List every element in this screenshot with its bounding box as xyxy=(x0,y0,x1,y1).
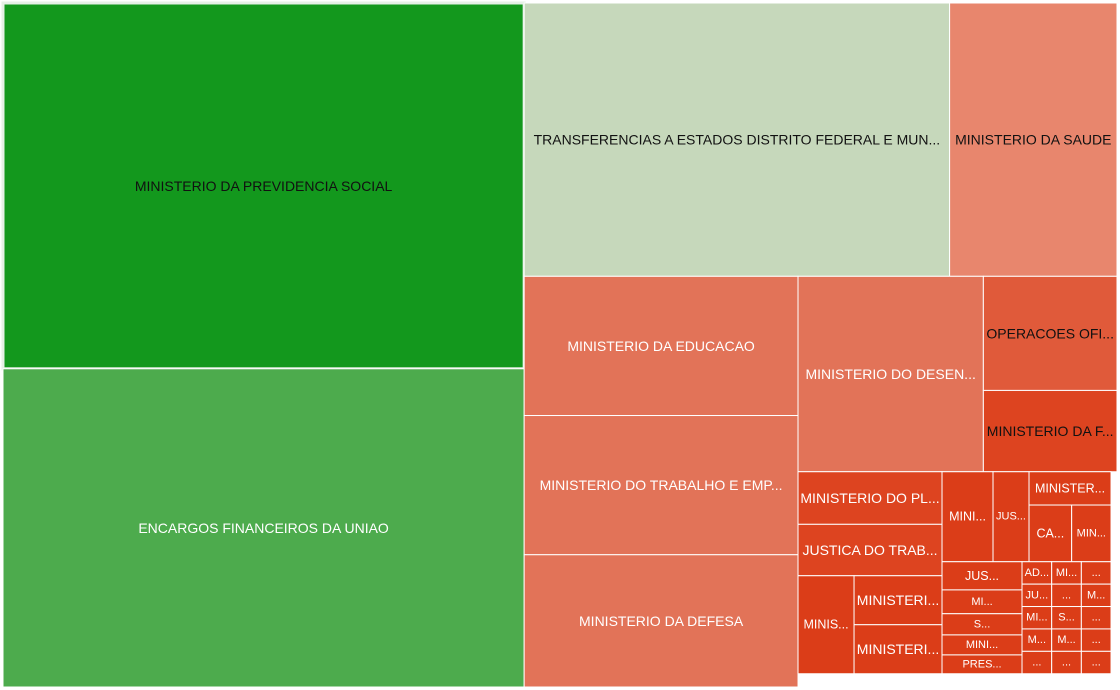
treemap-cell-label: JUS... xyxy=(996,511,1026,523)
treemap-cell-ministerio-do-pl-10[interactable]: MINISTERIO DO PL... xyxy=(797,471,943,525)
treemap-cell-rect xyxy=(1080,650,1112,675)
treemap-cell-rect xyxy=(2,368,525,688)
treemap-cell-rect xyxy=(992,471,1030,563)
treemap-cell-mini-27[interactable]: MI... xyxy=(1021,606,1053,630)
treemap-cell-label: AD... xyxy=(1025,567,1049,579)
treemap-cell-cell-34[interactable]: ... xyxy=(1051,650,1082,675)
treemap-cell-ministerio-da-fa-9[interactable]: MINISTERIO DA F... xyxy=(982,389,1118,473)
treemap-cell-ministerio-da-saude-3[interactable]: MINISTERIO DA SAUDE xyxy=(949,2,1118,277)
treemap-cell-label: ... xyxy=(1092,567,1101,579)
treemap-cell-s-32[interactable]: S... xyxy=(1051,606,1082,630)
treemap-cell-label: PRES... xyxy=(962,658,1001,670)
treemap-cell-ministerio-da-defesa-6[interactable]: MINISTERIO DA DEFESA xyxy=(523,554,799,688)
treemap-cell-rect xyxy=(941,561,1023,591)
treemap-cell-label: ... xyxy=(1062,589,1071,601)
treemap-cell-label: ... xyxy=(1062,657,1071,669)
treemap-cell-cell-31[interactable]: ... xyxy=(1051,583,1082,608)
treemap-cell-mi-21[interactable]: MI... xyxy=(941,589,1023,615)
treemap-cell-mini-23[interactable]: MINI... xyxy=(941,634,1023,656)
treemap-cell-encargos-financeiros-da-uniao-1[interactable]: ENCARGOS FINANCEIROS DA UNIAO xyxy=(2,368,525,688)
treemap-cell-jus-20[interactable]: JUS... xyxy=(941,561,1023,591)
treemap-cell-label: ... xyxy=(1092,657,1101,669)
treemap-cell-ministeri-18[interactable]: MINISTERI... xyxy=(853,624,943,675)
treemap-cell-mini-30[interactable]: MI... xyxy=(1051,561,1082,585)
treemap-cell-s-22[interactable]: S... xyxy=(941,613,1023,636)
treemap-cell-ministerio-da-previdencia-social-0[interactable]: MINISTERIO DA PREVIDENCIA SOCIAL xyxy=(1,1,526,371)
treemap-cell-label: S... xyxy=(1058,612,1075,624)
treemap-cell-label: ... xyxy=(1092,612,1101,624)
treemap-cell-label: MINI... xyxy=(949,510,986,524)
treemap-cell-label: MINISTER... xyxy=(1035,481,1105,495)
treemap-cell-label: M... xyxy=(1087,589,1105,601)
treemap-cell-label: S... xyxy=(974,618,991,630)
treemap-cell-label: MINISTERIO DA F... xyxy=(987,423,1114,439)
treemap-cell-rect xyxy=(949,2,1118,277)
treemap-cell-rect xyxy=(1071,504,1112,563)
treemap-cell-rect xyxy=(523,415,799,556)
treemap-cell-rect xyxy=(523,2,951,277)
treemap-cell-label: MINISTERIO DO DESEN... xyxy=(806,366,976,382)
treemap-cell-ca-15[interactable]: CA... xyxy=(1028,504,1073,563)
treemap-cell-label: MINISTERI... xyxy=(857,641,939,657)
treemap-cell-adv-25[interactable]: AD... xyxy=(1021,561,1053,585)
treemap-cell-label: OPERACOES OFI... xyxy=(986,325,1114,341)
treemap-cell-rect xyxy=(797,523,943,577)
treemap-cell-label: JUSTICA DO TRAB... xyxy=(802,542,937,558)
treemap-cell-minis-19[interactable]: MINIS... xyxy=(797,575,855,675)
treemap-cell-label: ... xyxy=(1032,657,1041,669)
treemap-cell-justica-do-trab-11[interactable]: JUSTICA DO TRAB... xyxy=(797,523,943,577)
treemap-cell-label: MINISTERIO DO PL... xyxy=(800,490,939,506)
treemap-cell-label: MIN... xyxy=(1077,527,1106,539)
treemap-cell-cell-35[interactable]: ... xyxy=(1080,561,1112,585)
treemap-cell-ministerio-do-desen-7[interactable]: MINISTERIO DO DESEN... xyxy=(797,275,984,473)
treemap-cell-label: M... xyxy=(1028,634,1046,646)
treemap-cell-cell-38[interactable]: ... xyxy=(1080,628,1112,652)
treemap-cell-label: MI... xyxy=(971,596,992,608)
treemap-cell-cell-37[interactable]: ... xyxy=(1080,606,1112,630)
treemap-cell-rect xyxy=(523,275,799,417)
treemap-cell-m-33[interactable]: M... xyxy=(1051,628,1082,652)
treemap-cell-label: MINIS... xyxy=(803,618,848,632)
treemap-cell-m-28[interactable]: M... xyxy=(1021,628,1053,652)
treemap-cell-ministerio-do-trabalho-e-emp-5[interactable]: MINISTERIO DO TRABALHO E EMP... xyxy=(523,415,799,556)
treemap-cell-jus-13[interactable]: JUS... xyxy=(992,471,1030,563)
treemap-cell-mini-12[interactable]: MINI... xyxy=(941,471,994,563)
treemap-cell-label: MINISTERIO DA SAUDE xyxy=(955,132,1111,148)
treemap-cell-operacoes-ofici-8[interactable]: OPERACOES OFI... xyxy=(982,275,1118,391)
treemap-cell-label: MINISTERIO DA EDUCACAO xyxy=(567,338,755,354)
treemap-cell-transferencias-a-estados-distrito-federal-e-mun-2[interactable]: TRANSFERENCIAS A ESTADOS DISTRITO FEDERA… xyxy=(523,2,951,277)
treemap-cell-label: MINISTERI... xyxy=(857,592,939,608)
treemap-cell-cell-39[interactable]: ... xyxy=(1080,650,1112,675)
treemap-cell-rect xyxy=(797,575,855,675)
treemap-cell-pres-24[interactable]: PRES... xyxy=(941,654,1023,675)
treemap-cell-label: MI... xyxy=(1026,612,1047,624)
treemap-cell-cell-29[interactable]: ... xyxy=(1021,650,1053,675)
treemap-cell-label: CA... xyxy=(1036,526,1064,540)
treemap-cell-label: MINISTERIO DO TRABALHO E EMP... xyxy=(540,477,783,493)
treemap-cell-jus-26[interactable]: JU... xyxy=(1021,583,1053,608)
treemap-cell-label: MI... xyxy=(1056,567,1077,579)
treemap-cell-label: MINISTERIO DA PREVIDENCIA SOCIAL xyxy=(135,178,393,194)
treemap-cell-label: JU... xyxy=(1026,589,1049,601)
treemap-cell-label: ENCARGOS FINANCEIROS DA UNIAO xyxy=(138,520,389,536)
treemap-cell-rect xyxy=(797,275,984,473)
treemap-cell-label: MINI... xyxy=(966,639,998,651)
treemap-cell-rect xyxy=(853,624,943,675)
treemap-cell-ministeri-17[interactable]: MINISTERI... xyxy=(853,575,943,626)
treemap-cell-label: JUS... xyxy=(965,569,999,583)
treemap-cell-rect xyxy=(1,1,526,371)
treemap-cell-label: ... xyxy=(1092,634,1101,646)
treemap-cell-rect xyxy=(982,389,1118,473)
treemap-cell-rect xyxy=(523,554,799,688)
treemap-cell-min-16[interactable]: MIN... xyxy=(1071,504,1112,563)
treemap-cell-label: M... xyxy=(1057,634,1075,646)
treemap-cell-label: TRANSFERENCIAS A ESTADOS DISTRITO FEDERA… xyxy=(534,132,941,148)
treemap-cell-rect xyxy=(1028,504,1073,563)
treemap-cell-label: MINISTERIO DA DEFESA xyxy=(579,613,744,629)
treemap-cell-m-36[interactable]: M... xyxy=(1080,583,1112,608)
treemap-cell-ministerio-da-educacao-4[interactable]: MINISTERIO DA EDUCACAO xyxy=(523,275,799,417)
treemap-cell-minister-14[interactable]: MINISTER... xyxy=(1028,471,1112,506)
